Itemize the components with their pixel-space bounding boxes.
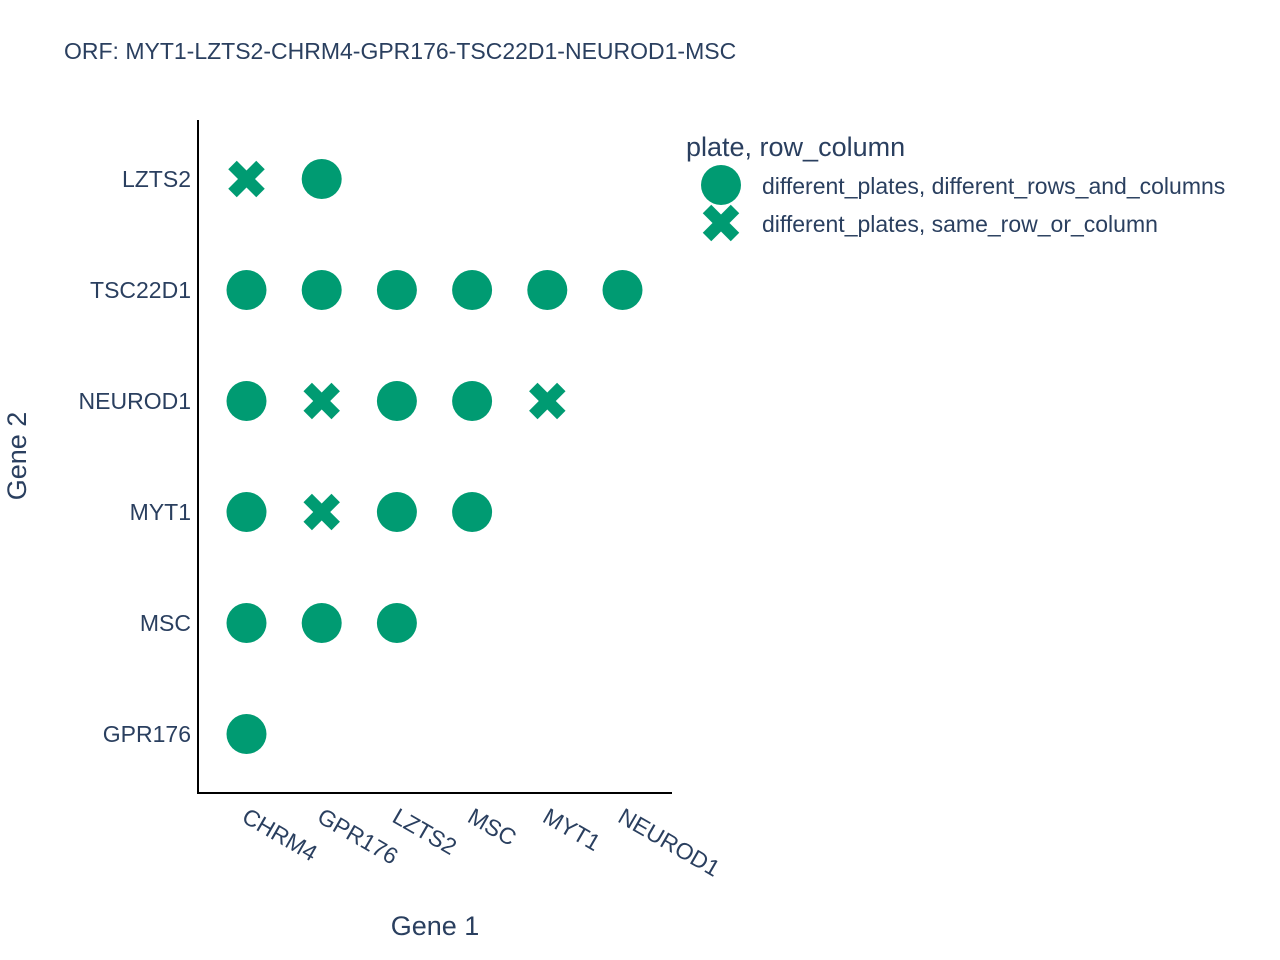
x-tick-label: MYT1 <box>539 803 605 856</box>
data-point-circle <box>226 714 267 754</box>
x-tick-label: MSC <box>464 803 521 851</box>
data-point-x <box>228 160 265 198</box>
x-axis-label: Gene 1 <box>391 911 480 941</box>
data-point-circle <box>376 381 417 421</box>
y-tick-label: GPR176 <box>103 721 191 747</box>
data-point-circle <box>226 270 267 310</box>
data-point-circle <box>602 270 643 310</box>
data-point-circle <box>376 603 417 643</box>
x-tick-label: GPR176 <box>313 803 402 870</box>
data-point-circle <box>226 603 267 643</box>
legend-marker <box>701 165 741 205</box>
legend-marker <box>702 204 740 242</box>
x-tick-label: CHRM4 <box>238 803 322 867</box>
data-point-circle <box>226 381 267 421</box>
y-axis-label: Gene 2 <box>2 412 32 501</box>
data-point-circle <box>376 270 417 310</box>
y-axis-ticks: GPR176 MSC MYT1 NEUROD1 TSC22D1 LZTS2 <box>79 166 191 747</box>
legend: plate, row_column different_plates, diff… <box>686 132 1225 242</box>
data-point-circle <box>226 492 267 532</box>
data-point-circle <box>452 381 493 421</box>
data-point-circle <box>301 603 342 643</box>
data-point-circle <box>376 492 417 532</box>
x-tick-label: NEUROD1 <box>614 803 724 882</box>
data-point-circle <box>452 492 493 532</box>
y-tick-label: LZTS2 <box>122 166 191 192</box>
data-point-circle <box>527 270 568 310</box>
data-point-circle <box>301 159 342 199</box>
y-tick-label: NEUROD1 <box>79 388 191 414</box>
plot-area <box>226 159 643 754</box>
legend-item-label: different_plates, different_rows_and_col… <box>762 173 1225 199</box>
data-point-x <box>529 382 566 420</box>
y-tick-label: MSC <box>140 610 191 636</box>
legend-title: plate, row_column <box>686 132 905 162</box>
y-tick-label: TSC22D1 <box>90 277 191 303</box>
data-point-circle <box>301 270 342 310</box>
legend-item-label: different_plates, same_row_or_column <box>762 211 1158 237</box>
data-point-circle <box>452 270 493 310</box>
chart-title: ORF: MYT1-LZTS2-CHRM4-GPR176-TSC22D1-NEU… <box>64 38 736 64</box>
data-point-x <box>303 493 340 531</box>
data-point-x <box>303 382 340 420</box>
y-tick-label: MYT1 <box>130 499 191 525</box>
